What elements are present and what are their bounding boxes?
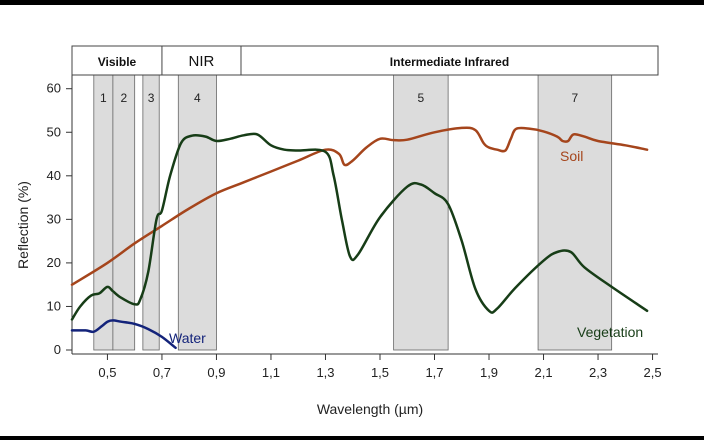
band-label-7: 7 — [572, 91, 579, 105]
x-tick-label: 1,9 — [480, 365, 498, 380]
series-label-soil: Soil — [560, 148, 583, 164]
x-tick-label: 0,7 — [153, 365, 171, 380]
series-line-vegetation — [70, 132, 649, 321]
y-tick-label: 0 — [54, 342, 61, 357]
band-rect-5 — [393, 74, 449, 351]
series-label-vegetation: Vegetation — [577, 324, 643, 340]
region-bar: Visible NIR Intermediate Infrared — [71, 45, 659, 76]
y-tick-label: 20 — [47, 255, 61, 270]
y-tick-label: 30 — [47, 211, 61, 226]
band-label-4: 4 — [194, 91, 201, 105]
series-layer — [70, 126, 649, 350]
band-label-3: 3 — [148, 91, 155, 105]
x-tick-label: 1,1 — [262, 365, 280, 380]
band-rect-7 — [537, 74, 613, 351]
y-tick-label: 40 — [47, 168, 61, 183]
x-tick-label: 1,3 — [316, 365, 334, 380]
region-label-visible: Visible — [98, 55, 137, 69]
axes-layer — [71, 46, 658, 355]
x-tick-label: 0,9 — [207, 365, 225, 380]
series-label-water: Water — [169, 330, 206, 346]
tick-layer: 0 10 20 30 40 50 60 0,5 0,7 0,9 1,1 1,3 1,5 1,7 1,9 2,1… — [47, 81, 662, 380]
band-layer — [93, 74, 613, 351]
region-bar-frame — [71, 45, 659, 76]
series-line-water — [70, 319, 177, 350]
x-tick-label: 1,7 — [425, 365, 443, 380]
band-label-1: 1 — [100, 91, 107, 105]
region-label-intermediate-infrared: Intermediate Infrared — [390, 55, 509, 69]
band-rect-1 — [93, 74, 114, 351]
series-label-layer: Soil Vegetation Water — [169, 148, 643, 346]
band-label-5: 5 — [418, 91, 425, 105]
y-tick-label: 10 — [47, 298, 61, 313]
x-axis-title: Wavelength (µm) — [317, 401, 423, 417]
band-rect-2 — [112, 74, 136, 351]
band-rect-3 — [142, 74, 160, 351]
x-tick-label: 1,5 — [371, 365, 389, 380]
band-label-2: 2 — [120, 91, 127, 105]
y-tick-label: 50 — [47, 124, 61, 139]
y-axis-title: Reflection (%) — [15, 181, 31, 269]
y-tick-label: 60 — [47, 81, 61, 96]
x-tick-label: 0,5 — [98, 365, 116, 380]
x-tick-label: 2,1 — [534, 365, 552, 380]
x-tick-label: 2,5 — [644, 365, 662, 380]
region-label-nir: NIR — [189, 53, 215, 70]
series-line-soil — [70, 126, 649, 286]
x-tick-label: 2,3 — [589, 365, 607, 380]
